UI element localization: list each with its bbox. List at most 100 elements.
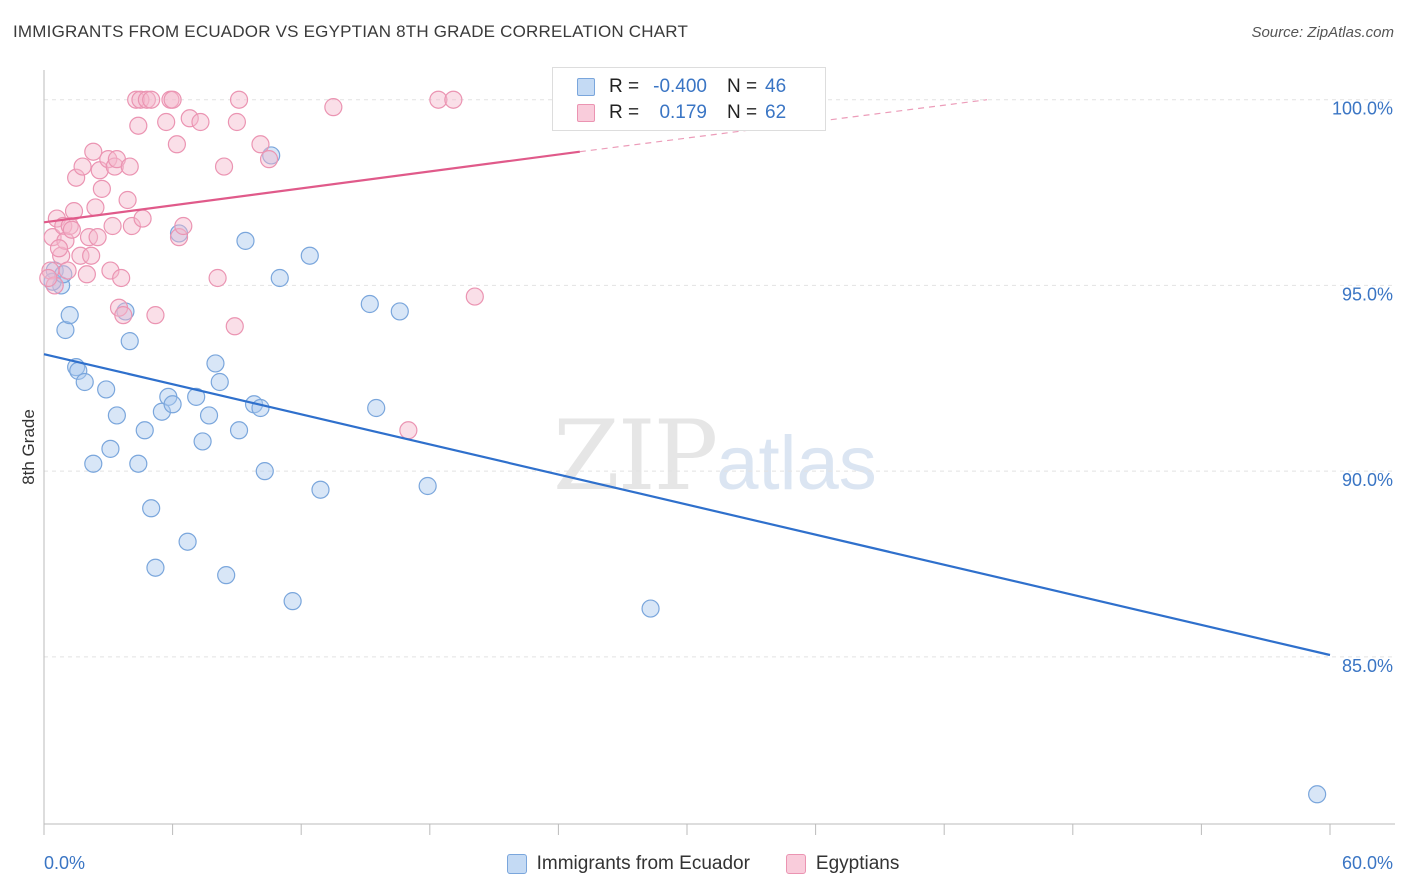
- ecuador-point: [97, 380, 116, 399]
- egyptians-point: [122, 216, 141, 236]
- watermark-atlas: atlas: [716, 421, 877, 506]
- ecuador-point: [641, 599, 660, 618]
- egyptians-point: [118, 190, 137, 210]
- egyptians-point: [180, 109, 199, 128]
- egyptians-point: [114, 306, 133, 325]
- ecuador-trend-line: [43, 353, 1331, 657]
- ecuador-point: [1308, 785, 1327, 804]
- y-axis-label: 8th Grade: [19, 409, 38, 485]
- egyptians-point: [163, 90, 182, 109]
- egyptians-point: [77, 265, 96, 284]
- y-tick-label: 85.0%: [1342, 656, 1393, 676]
- egyptians-point: [129, 116, 148, 135]
- ecuador-point: [217, 566, 236, 585]
- egyptians-point: [71, 246, 90, 265]
- egyptians-point: [92, 179, 111, 198]
- ecuador-point: [367, 398, 386, 418]
- egyptians-point: [49, 239, 69, 258]
- egyptians-point: [56, 231, 75, 250]
- egyptians-point: [399, 421, 418, 440]
- legend-label-ecuador: Immigrants from Ecuador: [536, 853, 750, 874]
- egyptians-point: [225, 317, 244, 336]
- egyptians-point: [67, 168, 86, 187]
- ecuador-point: [101, 439, 120, 458]
- egyptians-point: [191, 112, 210, 132]
- legend-item-egyptians[interactable]: Egyptians: [785, 853, 900, 875]
- egyptians-point: [101, 261, 120, 280]
- legend-n-value: 62: [765, 102, 787, 123]
- egyptians-point: [73, 157, 92, 176]
- ecuador-point: [107, 406, 126, 425]
- egyptians-point: [103, 216, 122, 236]
- egyptians-point: [167, 135, 186, 154]
- x-tick-label: 0.0%: [44, 853, 85, 873]
- egyptians-point: [174, 216, 193, 236]
- legend-r-value: 0.179: [659, 102, 707, 123]
- ecuador-point: [311, 480, 330, 499]
- chart-title: IMMIGRANTS FROM ECUADOR VS EGYPTIAN 8TH …: [13, 22, 689, 41]
- ecuador-point: [206, 354, 225, 373]
- egyptians-point: [62, 220, 81, 239]
- ecuador-point: [255, 462, 274, 481]
- egyptians-point: [86, 198, 105, 217]
- ecuador-point: [270, 268, 289, 288]
- ecuador-point: [300, 246, 319, 265]
- egyptians-point: [142, 90, 161, 109]
- egyptians-point: [259, 150, 279, 169]
- legend-r-label: R =: [609, 76, 640, 97]
- egyptians-point: [120, 157, 139, 176]
- egyptians-point: [137, 90, 156, 109]
- ecuador-point: [75, 372, 94, 392]
- correlation-legend: R = -0.400 N = 46 R = 0.179 N = 62: [552, 67, 826, 131]
- egyptians-trend-line-extension: [579, 99, 988, 153]
- legend-swatch-ecuador: [506, 854, 527, 874]
- egyptians-point: [112, 268, 131, 288]
- legend-item-ecuador[interactable]: Immigrants from Ecuador: [506, 853, 750, 875]
- ecuador-point: [251, 398, 270, 418]
- ecuador-point: [129, 454, 148, 473]
- egyptians-point: [157, 112, 176, 132]
- egyptians-point: [169, 228, 189, 247]
- legend-label-egyptians: Egyptians: [815, 853, 900, 874]
- ecuador-point: [360, 294, 379, 314]
- legend-row-ecuador: R = -0.400 N = 46: [577, 75, 786, 99]
- egyptians-point: [45, 276, 64, 295]
- ecuador-point: [142, 499, 161, 518]
- egyptians-point: [84, 142, 103, 161]
- x-tick-label: 60.0%: [1342, 853, 1393, 873]
- legend-row-egyptians: R = 0.179 N = 62: [577, 101, 786, 125]
- ecuador-point: [229, 421, 249, 440]
- ecuador-point: [390, 302, 409, 321]
- egyptians-point: [251, 135, 270, 154]
- egyptians-point: [229, 90, 249, 109]
- egyptians-point: [465, 287, 484, 306]
- egyptians-point: [82, 246, 101, 265]
- legend-n-label: N =: [727, 102, 758, 123]
- egyptians-point: [208, 268, 227, 288]
- source-credit: Source: ZipAtlas.com: [1251, 24, 1394, 41]
- egyptians-point: [146, 306, 165, 325]
- ecuador-point: [135, 421, 154, 440]
- egyptians-point: [127, 90, 146, 109]
- ecuador-point: [120, 332, 139, 351]
- legend-n-value: 46: [765, 76, 787, 97]
- ecuador-point: [187, 387, 206, 406]
- ecuador-point: [236, 231, 255, 250]
- y-tick-label: 90.0%: [1342, 470, 1393, 490]
- legend-swatch-ecuador: [577, 78, 595, 96]
- ecuador-point: [178, 532, 197, 551]
- egyptians-point: [227, 112, 246, 132]
- egyptians-point: [324, 98, 343, 117]
- y-tick-label: 95.0%: [1342, 284, 1393, 304]
- egyptians-point: [214, 157, 234, 176]
- egyptians-point: [105, 157, 124, 176]
- ecuador-point: [210, 372, 229, 392]
- ecuador-point: [146, 558, 165, 577]
- ecuador-point: [193, 432, 212, 451]
- legend-swatch-egyptians: [577, 104, 595, 122]
- legend-r-label: R =: [609, 102, 640, 123]
- ecuador-point: [60, 306, 79, 325]
- y-tick-label: 100.0%: [1332, 99, 1393, 119]
- egyptians-point: [131, 90, 150, 109]
